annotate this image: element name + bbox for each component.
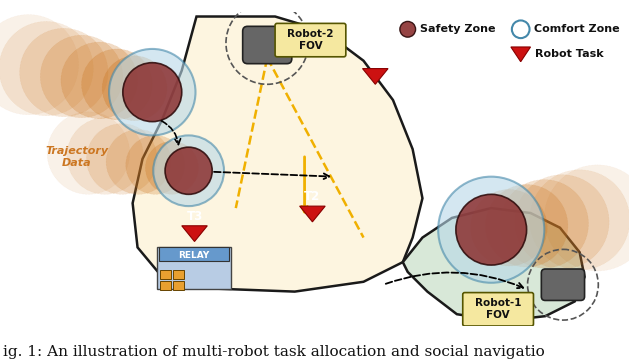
- Circle shape: [500, 180, 589, 268]
- Circle shape: [67, 118, 143, 194]
- FancyBboxPatch shape: [160, 281, 171, 290]
- Circle shape: [81, 49, 152, 120]
- Text: ig. 1: An illustration of multi-robot task allocation and social navigatio: ig. 1: An illustration of multi-robot ta…: [3, 345, 545, 359]
- Circle shape: [123, 63, 182, 122]
- FancyBboxPatch shape: [173, 281, 184, 290]
- Circle shape: [86, 124, 157, 194]
- Circle shape: [153, 135, 224, 206]
- Circle shape: [456, 194, 527, 265]
- Text: Robot-1
FOV: Robot-1 FOV: [475, 298, 522, 320]
- Circle shape: [47, 112, 130, 194]
- FancyBboxPatch shape: [160, 270, 171, 279]
- FancyBboxPatch shape: [463, 293, 534, 326]
- FancyBboxPatch shape: [275, 23, 346, 57]
- Circle shape: [485, 184, 568, 267]
- Circle shape: [438, 177, 544, 283]
- Text: Trajectory
Data: Trajectory Data: [45, 146, 108, 168]
- Polygon shape: [300, 206, 325, 222]
- Polygon shape: [132, 16, 422, 291]
- FancyBboxPatch shape: [157, 248, 231, 289]
- Circle shape: [102, 56, 167, 121]
- Circle shape: [61, 42, 138, 119]
- Circle shape: [529, 170, 630, 270]
- Text: Safety Zone: Safety Zone: [420, 24, 496, 34]
- FancyBboxPatch shape: [243, 26, 292, 64]
- Polygon shape: [403, 208, 584, 321]
- Circle shape: [400, 21, 415, 37]
- Circle shape: [40, 35, 123, 118]
- FancyBboxPatch shape: [159, 248, 229, 261]
- Text: Comfort Zone: Comfort Zone: [534, 24, 620, 34]
- Text: RELAY: RELAY: [178, 251, 209, 260]
- Text: Robot-2
FOV: Robot-2 FOV: [287, 29, 333, 51]
- FancyBboxPatch shape: [173, 270, 184, 279]
- Circle shape: [0, 21, 93, 116]
- Polygon shape: [182, 226, 207, 241]
- Text: T3: T3: [186, 210, 203, 223]
- FancyBboxPatch shape: [541, 269, 584, 301]
- Circle shape: [470, 189, 547, 266]
- Circle shape: [544, 165, 640, 271]
- Text: T2: T2: [304, 190, 321, 203]
- Circle shape: [125, 135, 185, 194]
- Circle shape: [515, 175, 609, 269]
- Text: T1: T1: [367, 53, 383, 66]
- Text: Robot Task: Robot Task: [536, 49, 604, 59]
- Circle shape: [165, 147, 212, 194]
- Circle shape: [20, 28, 108, 117]
- Circle shape: [0, 15, 79, 115]
- Circle shape: [145, 141, 198, 194]
- Circle shape: [109, 49, 195, 135]
- Circle shape: [106, 130, 171, 194]
- Polygon shape: [511, 47, 531, 62]
- Polygon shape: [362, 69, 388, 84]
